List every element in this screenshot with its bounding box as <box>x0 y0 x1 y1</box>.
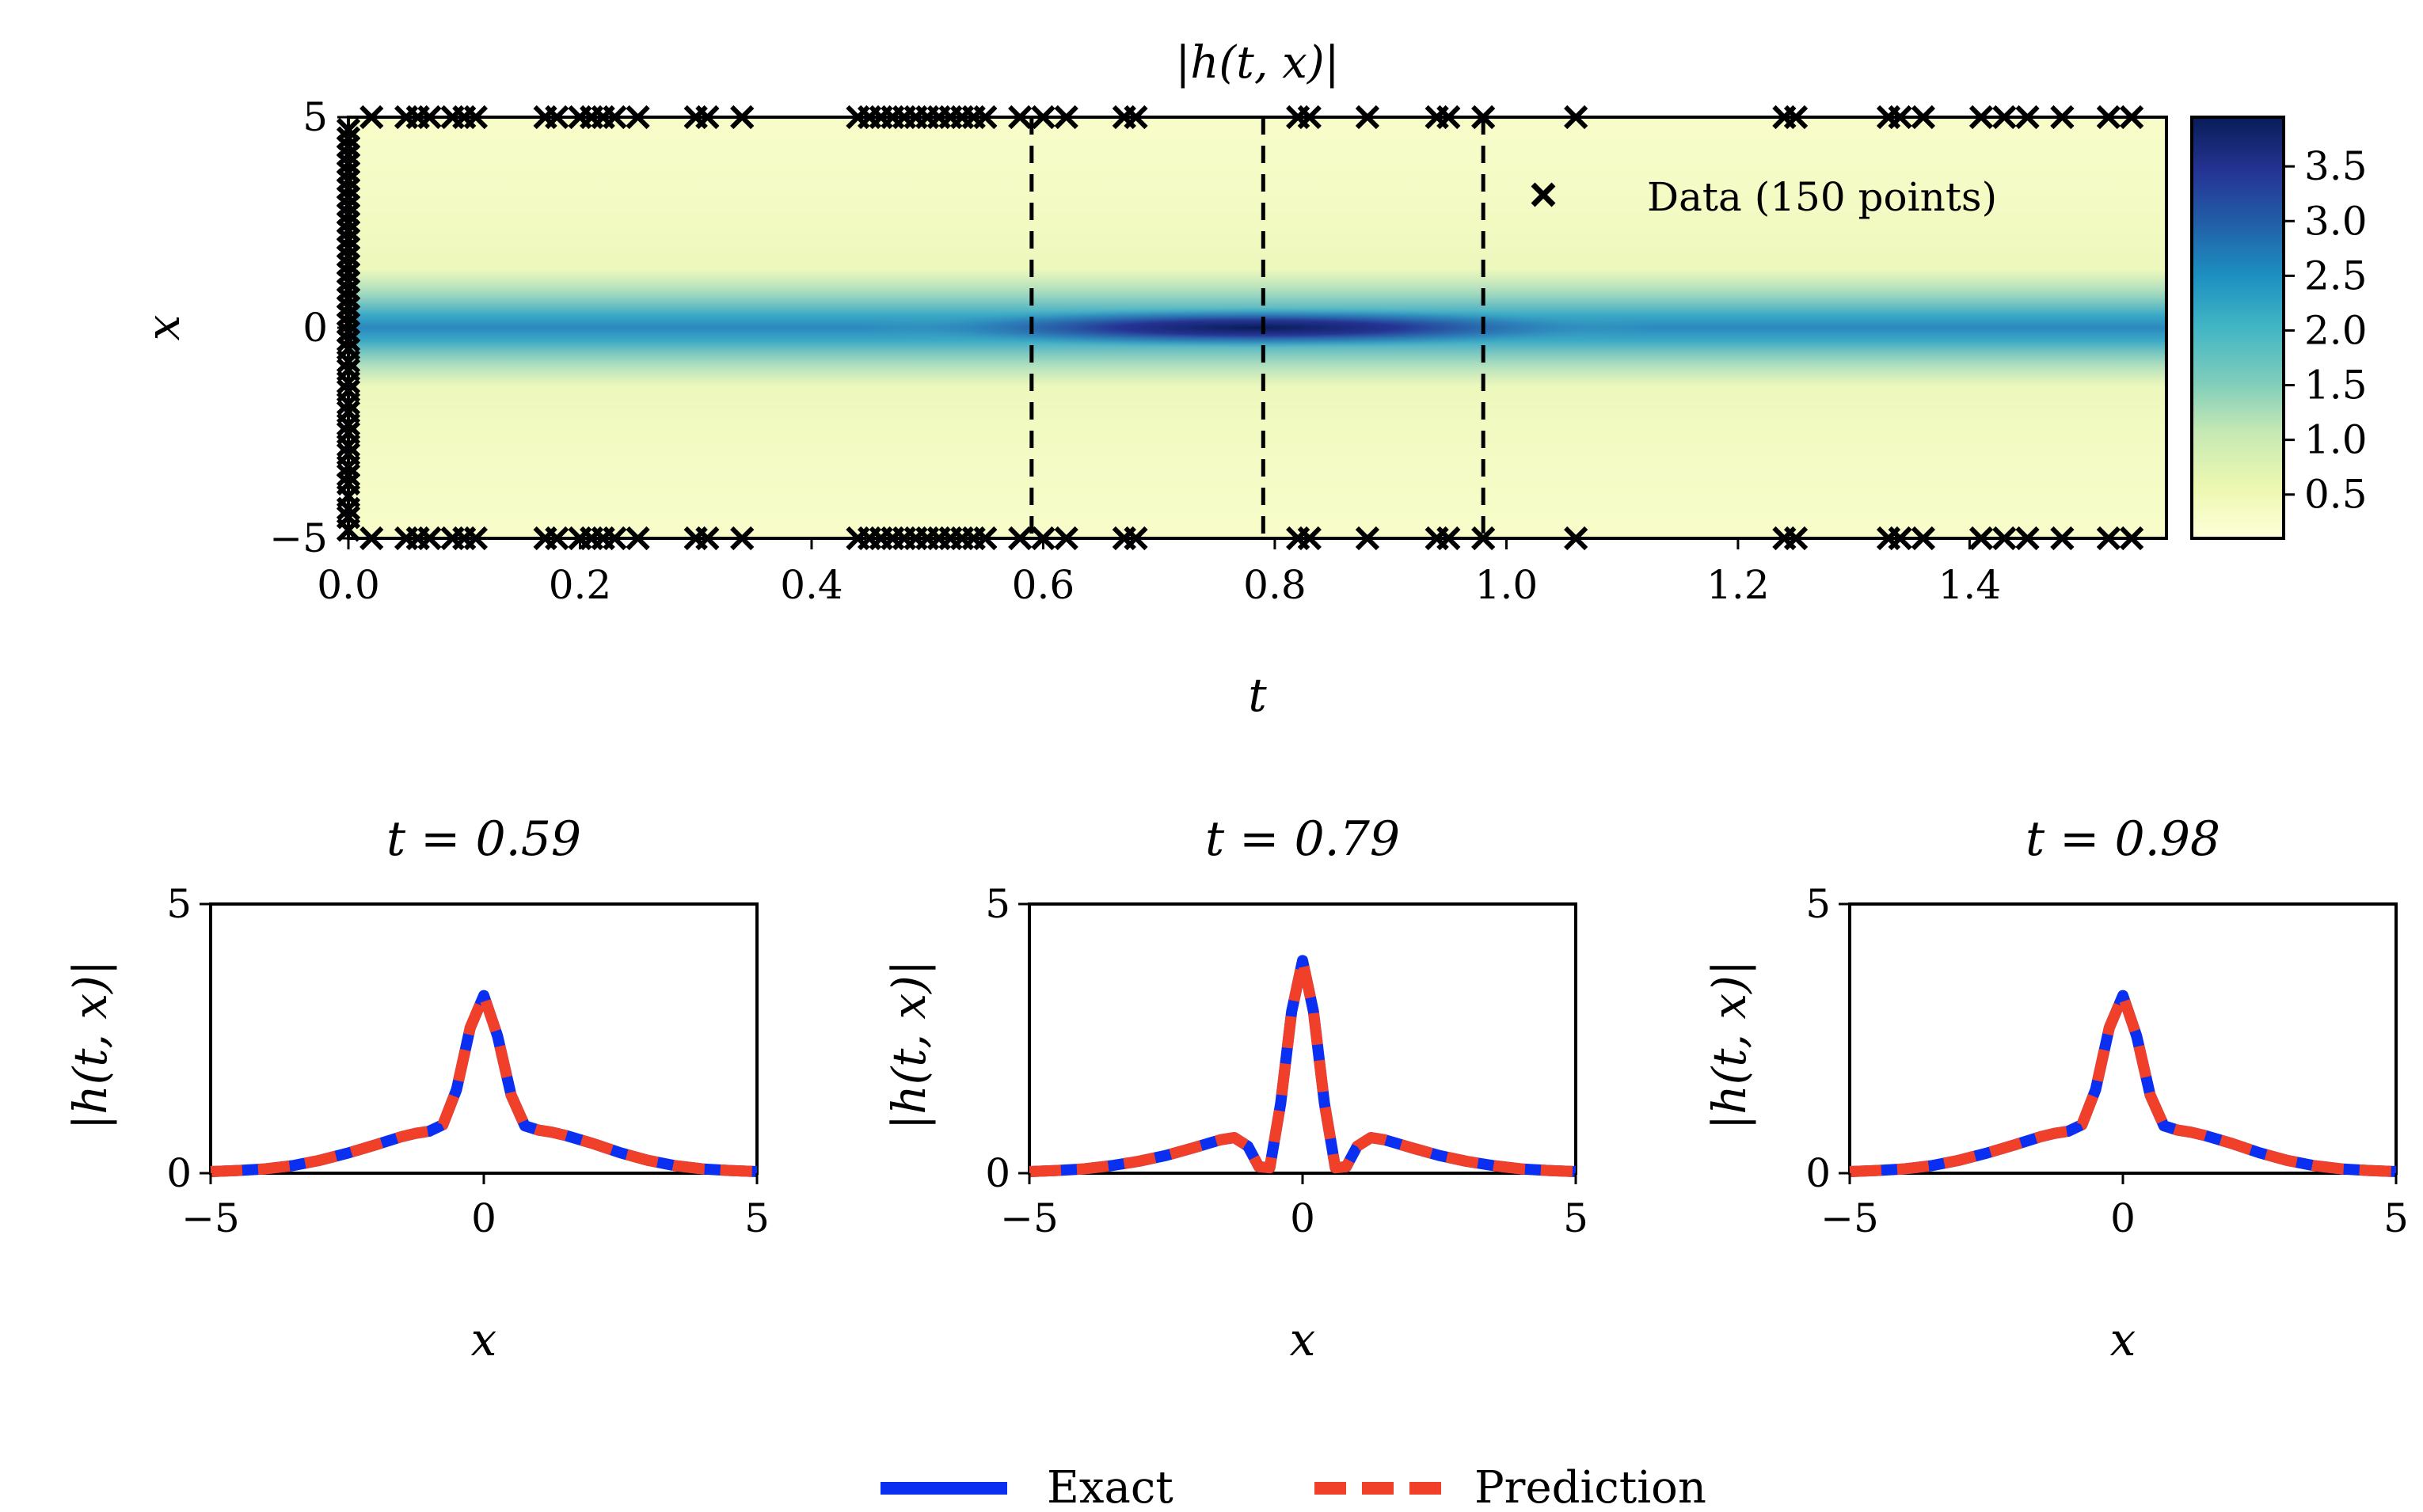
series-prediction <box>210 990 758 1177</box>
x-tick-label: 0.6 <box>1012 562 1075 608</box>
colorbar-gradient <box>2190 116 2285 540</box>
legend-prediction-label: Prediction <box>1474 1462 1706 1512</box>
legend-exact-label: Exact <box>1047 1462 1173 1512</box>
series-prediction <box>1849 990 2397 1177</box>
x-tick-label: −5 <box>1000 1195 1059 1241</box>
x-tick-label: 0 <box>471 1195 496 1241</box>
y-tick-label: 5 <box>1805 881 1831 927</box>
x-tick-label: 5 <box>2383 1195 2409 1241</box>
heatmap-panel: |h(t, x)| 0.0 0.2 0.4 0.6 0.8 1.0 1.2 1.4 50−5 … <box>136 37 2168 722</box>
y-tick-label: 5 <box>302 94 328 140</box>
heatmap-title: |h(t, x)| <box>1175 37 1339 89</box>
panel-x-label: x <box>1290 1313 1316 1366</box>
y-tick-label: 0 <box>302 305 328 351</box>
panel-y-label: |h(t, x)| <box>63 960 117 1130</box>
x-tick-label: 5 <box>1563 1195 1588 1241</box>
series-prediction <box>1029 955 1577 1177</box>
colorbar-tick-label: 1.0 <box>2304 417 2368 463</box>
panel-frame <box>209 902 759 1175</box>
heatmap-x-ticks: 0.0 0.2 0.4 0.6 0.8 1.0 1.2 1.4 <box>317 538 2001 608</box>
x-tick-label: 0.8 <box>1243 562 1307 608</box>
heatmap-field <box>348 117 2166 538</box>
bottom-legend: Exact Prediction <box>881 1462 1706 1512</box>
y-tick-label: 5 <box>985 881 1010 927</box>
x-tick-label: 0.2 <box>549 562 612 608</box>
slice-lines <box>1029 117 1485 538</box>
panel-x-label: x <box>2110 1313 2136 1366</box>
x-tick-label: 1.0 <box>1475 562 1539 608</box>
x-tick-label: 0 <box>1290 1195 1315 1241</box>
colorbar-tick-label: 1.5 <box>2304 363 2368 408</box>
x-tick-label: 1.4 <box>1938 562 2002 608</box>
x-tick-label: 0.4 <box>780 562 843 608</box>
colorbar: 0.5 1.0 1.5 2.0 2.5 3.0 3.5 <box>2190 116 2368 540</box>
colorbar-tick-label: 3.5 <box>2304 143 2368 189</box>
colorbar-ticks: 0.5 1.0 1.5 2.0 2.5 3.0 3.5 <box>2284 143 2368 518</box>
panel-y-label: |h(t, x)| <box>882 960 936 1130</box>
heatmap-x-label: t <box>1248 668 1267 722</box>
x-tick-label: 5 <box>744 1195 770 1241</box>
colorbar-tick-label: 2.0 <box>2304 307 2368 353</box>
x-tick-label: −5 <box>1820 1195 1879 1241</box>
heatmap-y-ticks: 5 0 −5 <box>269 94 348 561</box>
heatmap-peak <box>862 307 1653 348</box>
panel-frame <box>1028 902 1577 1175</box>
panel-title: t = 0.79 <box>1205 811 1400 867</box>
y-tick-label: 0 <box>166 1150 192 1196</box>
x-tick-label: 1.2 <box>1706 562 1770 608</box>
heatmap-y-label: x <box>136 315 190 341</box>
panel-title: t = 0.59 <box>386 811 581 867</box>
x-tick-label: 0 <box>2110 1195 2136 1241</box>
y-tick-label: 5 <box>166 881 192 927</box>
y-tick-label: −5 <box>269 515 328 561</box>
x-tick-label: 0.0 <box>317 562 380 608</box>
heatmap-legend: Data (150 points) <box>1531 174 1997 220</box>
panel-frame <box>1848 902 2398 1175</box>
colorbar-tick-label: 3.0 <box>2304 198 2368 244</box>
colorbar-tick-label: 2.5 <box>2304 253 2368 298</box>
panel-y-label: |h(t, x)| <box>1702 960 1756 1130</box>
x-tick-label: −5 <box>181 1195 240 1241</box>
panel-x-label: x <box>471 1313 497 1366</box>
legend-data-marker <box>1531 182 1556 207</box>
y-tick-label: 0 <box>985 1150 1010 1196</box>
colorbar-tick-label: 0.5 <box>2304 472 2368 518</box>
y-tick-label: 0 <box>1805 1150 1831 1196</box>
legend-data-label: Data (150 points) <box>1647 174 1997 220</box>
panel-title: t = 0.98 <box>2026 811 2220 867</box>
